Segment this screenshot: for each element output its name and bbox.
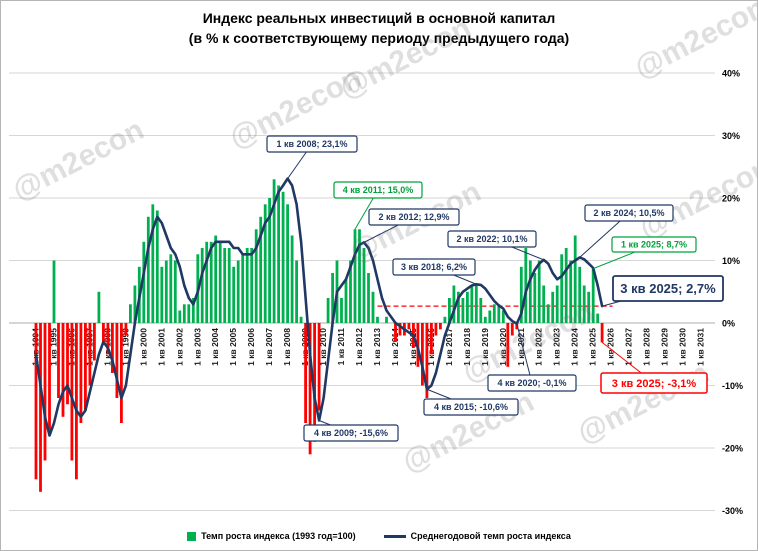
annotation-callout: 2 кв 2024; 10,5% (579, 204, 674, 258)
legend-item-bars: Темп роста индекса (1993 год=100) (187, 531, 356, 541)
svg-text:1 кв 2019: 1 кв 2019 (480, 328, 490, 366)
legend-label-line: Среднегодовой темп роста индекса (410, 531, 571, 541)
annotation-callout: 3 кв 2025; -3,1% (600, 341, 708, 394)
svg-text:1 кв 2003: 1 кв 2003 (192, 328, 202, 366)
annotation-callout: 4 кв 2009; -15,6% (303, 420, 399, 442)
svg-text:2 кв 2012; 12,9%: 2 кв 2012; 12,9% (378, 212, 449, 222)
svg-text:20%: 20% (722, 194, 740, 204)
watermark-text: @m2econ (7, 113, 149, 207)
svg-text:1 кв 2006: 1 кв 2006 (246, 328, 256, 366)
svg-text:1 кв 2026: 1 кв 2026 (606, 328, 616, 366)
annotation-callout: 4 кв 2020; -0,1% (487, 323, 577, 392)
svg-text:4 кв 2020; -0,1%: 4 кв 2020; -0,1% (497, 378, 566, 388)
svg-text:1 кв 1995: 1 кв 1995 (48, 328, 58, 366)
annotation-callout: 4 кв 2011; 15,0% (333, 181, 423, 230)
svg-text:1 кв 2007: 1 кв 2007 (264, 328, 274, 366)
svg-text:1 кв 2024: 1 кв 2024 (570, 328, 580, 366)
svg-text:1 кв 2017: 1 кв 2017 (444, 328, 454, 366)
svg-text:1 кв 2021: 1 кв 2021 (516, 328, 526, 366)
svg-text:1 кв 2029: 1 кв 2029 (660, 328, 670, 366)
annotation-callout: 4 кв 2015; -10,6% (423, 388, 519, 416)
svg-text:4 кв 2011; 15,0%: 4 кв 2011; 15,0% (343, 185, 414, 195)
annotation-callout: 1 кв 2008; 23,1% (266, 135, 358, 179)
svg-text:1 кв 1999: 1 кв 1999 (120, 328, 130, 366)
svg-text:4 кв 2009; -15,6%: 4 кв 2009; -15,6% (314, 428, 388, 438)
svg-text:1 кв 2000: 1 кв 2000 (138, 328, 148, 366)
legend-label-bars: Темп роста индекса (1993 год=100) (201, 531, 356, 541)
chart-subtitle: (в % к соответствующему периоду предыдущ… (188, 30, 570, 46)
chart-legend: Темп роста индекса (1993 год=100) Средне… (1, 527, 757, 545)
svg-text:40%: 40% (722, 69, 740, 79)
svg-text:10%: 10% (722, 256, 740, 266)
annotation-callout: 2 кв 2022; 10,1% (447, 230, 544, 261)
svg-text:1 кв 2022: 1 кв 2022 (534, 328, 544, 366)
svg-text:1 кв 2025: 1 кв 2025 (588, 328, 598, 366)
svg-text:1 кв 2013: 1 кв 2013 (372, 328, 382, 366)
svg-text:0%: 0% (722, 319, 735, 329)
svg-text:4 кв 2015; -10,6%: 4 кв 2015; -10,6% (434, 402, 508, 412)
svg-text:2 кв 2024; 10,5%: 2 кв 2024; 10,5% (593, 208, 664, 218)
svg-text:1 кв 2010: 1 кв 2010 (318, 328, 328, 366)
svg-text:3 кв 2025; -3,1%: 3 кв 2025; -3,1% (612, 378, 697, 390)
svg-text:1 кв 2025; 8,7%: 1 кв 2025; 8,7% (621, 240, 687, 250)
annotation-callout: 3 кв 2025; 2,7% (602, 275, 724, 307)
svg-text:3 кв 2018; 6,2%: 3 кв 2018; 6,2% (401, 262, 467, 272)
svg-text:1 кв 2028: 1 кв 2028 (642, 328, 652, 366)
line-series-swatch-icon (383, 534, 406, 538)
svg-text:1 кв 2008: 1 кв 2008 (282, 328, 292, 366)
svg-text:3 кв 2025; 2,7%: 3 кв 2025; 2,7% (620, 281, 716, 296)
chart-title: Индекс реальных инвестиций в основной ка… (202, 10, 556, 26)
annotation-callout: 2 кв 2012; 12,9% (363, 208, 460, 243)
svg-text:1 кв 2008; 23,1%: 1 кв 2008; 23,1% (276, 139, 347, 149)
svg-text:1 кв 2002: 1 кв 2002 (174, 328, 184, 366)
svg-text:1 кв 2005: 1 кв 2005 (228, 328, 238, 366)
watermark-text: @m2econ (572, 356, 714, 450)
svg-text:1 кв 2027: 1 кв 2027 (624, 328, 634, 366)
svg-text:-20%: -20% (722, 444, 743, 454)
legend-item-line: Среднегодовой темп роста индекса (383, 531, 571, 541)
svg-text:1 кв 2004: 1 кв 2004 (210, 328, 220, 366)
svg-text:1 кв 2012: 1 кв 2012 (354, 328, 364, 366)
svg-text:30%: 30% (722, 131, 740, 141)
svg-text:1 кв 2023: 1 кв 2023 (552, 328, 562, 366)
svg-text:1 кв 2031: 1 кв 2031 (696, 328, 706, 366)
watermark-text: @m2econ (334, 11, 476, 105)
svg-text:-10%: -10% (722, 381, 743, 391)
y-axis-labels: 40% 30% 20% 10% 0% -10% -20% -30% (722, 69, 743, 517)
annotation-callout: 3 кв 2018; 6,2% (392, 258, 477, 285)
svg-text:1 кв 2001: 1 кв 2001 (156, 328, 166, 366)
svg-text:1 кв 2030: 1 кв 2030 (678, 328, 688, 366)
annotation-callout: 1 кв 2025; 8,7% (592, 236, 697, 270)
bar-series-swatch-icon (187, 531, 197, 541)
svg-text:1 кв 2011: 1 кв 2011 (336, 328, 346, 366)
svg-text:-30%: -30% (722, 506, 743, 516)
svg-text:2 кв 2022; 10,1%: 2 кв 2022; 10,1% (456, 234, 527, 244)
svg-text:1 кв 2014: 1 кв 2014 (390, 328, 400, 366)
svg-text:1 кв 2018: 1 кв 2018 (462, 328, 472, 366)
svg-text:1 кв 2020: 1 кв 2020 (498, 328, 508, 366)
